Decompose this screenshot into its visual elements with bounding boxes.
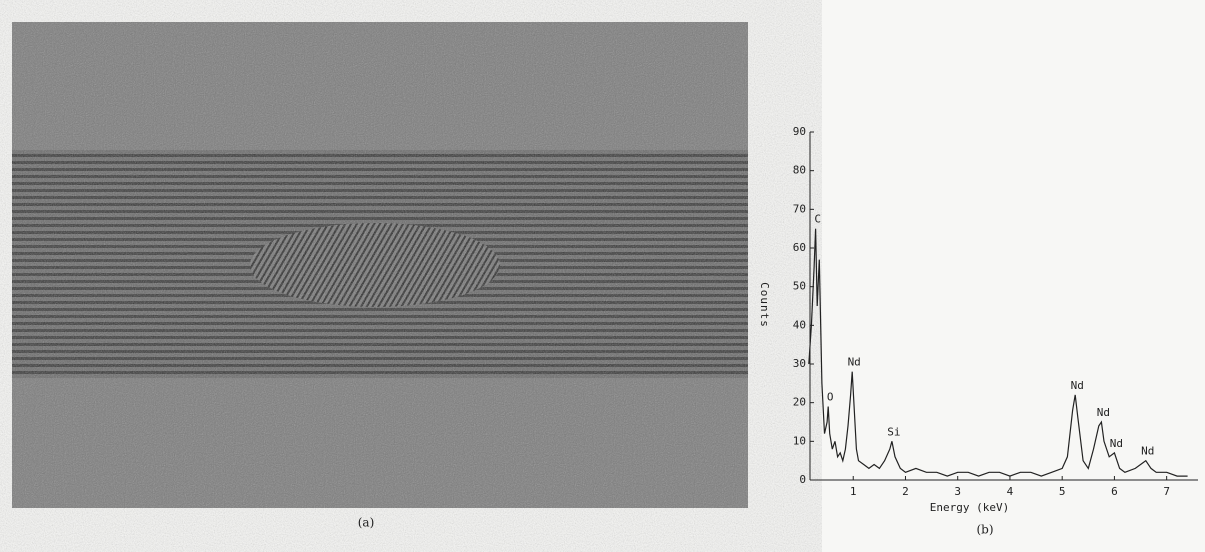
caption: (a)	[358, 516, 375, 530]
y-tick-label: 70	[793, 202, 806, 215]
y-tick-label: 50	[793, 280, 806, 293]
x-tick-label: 2	[902, 485, 909, 498]
caption: (b)	[976, 523, 993, 537]
x-tick-label: 6	[1111, 485, 1118, 498]
peak-label: Nd	[1141, 445, 1154, 458]
spectrum-line	[808, 228, 1188, 477]
y-tick-label: 30	[793, 357, 806, 370]
y-tick-label: 40	[793, 318, 806, 331]
y-tick-label: 90	[793, 125, 806, 138]
peak-label: Nd	[848, 356, 861, 369]
peak-label: Nd	[1097, 406, 1110, 419]
x-axis-label: Energy (keV)	[930, 501, 1009, 514]
x-tick-label: 7	[1163, 485, 1170, 498]
peak-label: C	[814, 213, 821, 226]
peak-label: O	[827, 391, 834, 404]
y-tick-label: 60	[793, 241, 806, 254]
x-tick-label: 1	[850, 485, 857, 498]
tem-image	[12, 22, 748, 508]
y-axis-label: Counts	[758, 282, 771, 328]
peak-label: Nd	[1110, 437, 1123, 450]
x-tick-label: 5	[1059, 485, 1066, 498]
x-tick-label: 4	[1007, 485, 1014, 498]
y-tick-label: 0	[799, 473, 806, 486]
y-tick-label: 20	[793, 396, 806, 409]
y-tick-label: 10	[793, 434, 806, 447]
peak-label: Si	[887, 425, 900, 438]
peak-label: Nd	[1071, 379, 1084, 392]
x-tick-label: 3	[954, 485, 961, 498]
y-tick-label: 80	[793, 164, 806, 177]
spectrum-chart: 0 10 20 30 40 50 60 70 80 90 1 2 3 4 5 6 7 Energy (keV) Co…	[758, 125, 1198, 514]
